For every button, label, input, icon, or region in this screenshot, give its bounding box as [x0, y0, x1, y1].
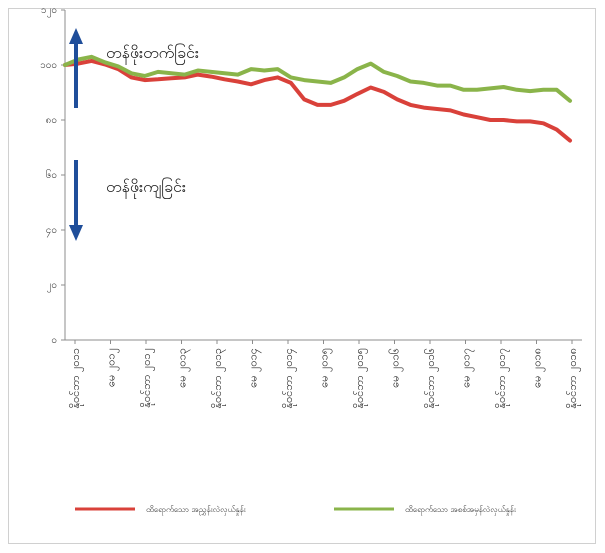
up-arrow-icon: [69, 28, 83, 108]
x-tick-label: နိုဝင်ဘာ ၂၀၁၈: [566, 348, 581, 409]
x-tick-label: မေ ၂၀၁၃: [176, 348, 191, 388]
y-tick-label: ၀: [51, 335, 57, 346]
y-tick-label: ၁၀၀: [40, 60, 57, 71]
x-tick-label: နိုဝင်ဘာ ၂၀၁၅: [353, 348, 368, 409]
x-tick-label: နိုဝင်ဘာ ၂၀၁၆: [424, 348, 439, 409]
annotation-depreciation: တန်ဖိုးကျခြင်း: [106, 177, 186, 199]
x-tick-label: မေ ၂၀၁၇: [460, 348, 475, 388]
x-tick-label: မေ ၂၀၁၄: [247, 348, 262, 388]
x-tick-label: နိုဝင်ဘာ ၂၀၁၇: [495, 348, 510, 409]
y-tick-label: ၁၂၀: [41, 5, 57, 18]
x-tick-label: နိုဝင်ဘာ ၂၀၁၁: [69, 348, 84, 409]
annotation-appreciation: တန်ဖိုးတက်ခြင်း: [106, 43, 199, 65]
legend: ထိရောက်သော အညွှန်းလဲလှယ်နှုန်း ထိရောက်သေ…: [75, 504, 517, 516]
legend-label-neer: ထိရောက်သော အညွှန်းလဲလှယ်နှုန်း: [146, 504, 247, 516]
series-lines: [63, 54, 572, 143]
y-tick-label: ၆၀: [46, 168, 57, 181]
x-tick-label: နိုဝင်ဘာ ၂၀၁၂: [140, 348, 155, 408]
y-tick-label: ၈၀: [46, 115, 57, 126]
y-tick-label: ၂၀: [46, 280, 57, 293]
series-line-neer: [63, 58, 572, 143]
x-tick-label: နိုဝင်ဘာ ၂၀၁၄: [282, 348, 297, 409]
x-tick-label: မေ ၂၀၁၂: [105, 348, 120, 387]
y-tick-label: ၄၀: [46, 225, 57, 238]
legend-label-reer: ထိရောက်သော အစစ်အမှန်လဲလှယ်နှုန်း: [405, 504, 517, 516]
down-arrow-icon: [69, 160, 83, 241]
x-tick-label: မေ ၂၀၁၈: [531, 348, 546, 388]
x-tick-label: မေ ၂၀၁၆: [389, 348, 404, 388]
x-tick-label: မေ ၂၀၁၅: [318, 348, 333, 388]
annotations: တန်ဖိုးတက်ခြင်း တန်ဖိုးကျခြင်း: [69, 28, 199, 241]
x-tick-label: နိုဝင်ဘာ ၂၀၁၃: [211, 348, 226, 409]
series-line-reer: [63, 54, 572, 103]
